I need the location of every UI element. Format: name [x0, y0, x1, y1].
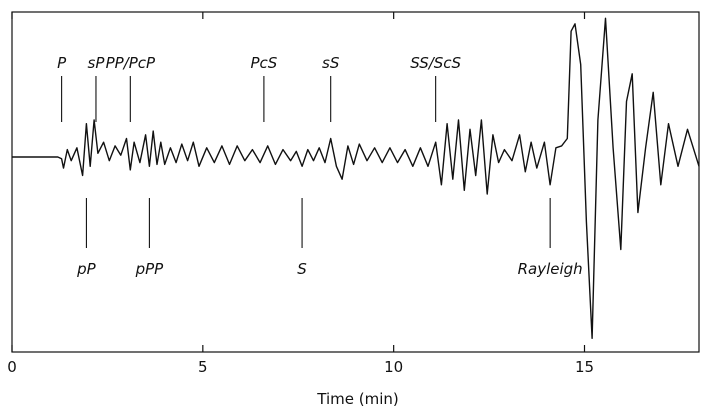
phase-label: PcS [250, 54, 277, 72]
x-tick-label: 15 [575, 358, 594, 376]
x-axis-ticks: 0 5 10 15 [7, 12, 594, 376]
x-tick-label: 0 [7, 358, 17, 376]
x-axis-title: Time (min) [316, 390, 398, 408]
plot-frame [11, 11, 700, 353]
phase-label: pP [76, 260, 97, 278]
phase-label: SS/ScS [410, 54, 461, 72]
x-tick-label: 10 [384, 358, 403, 376]
x-tick-label: 5 [198, 358, 208, 376]
seismogram-trace [12, 17, 700, 339]
phase-label: PP/PcP [106, 54, 156, 72]
phase-label: Rayleigh [518, 260, 583, 278]
phase-label: P [57, 54, 67, 72]
phase-label: S [297, 260, 307, 278]
phase-label: pPP [135, 260, 165, 278]
phase-label: sS [322, 54, 340, 72]
phase-label: sP [88, 54, 106, 72]
